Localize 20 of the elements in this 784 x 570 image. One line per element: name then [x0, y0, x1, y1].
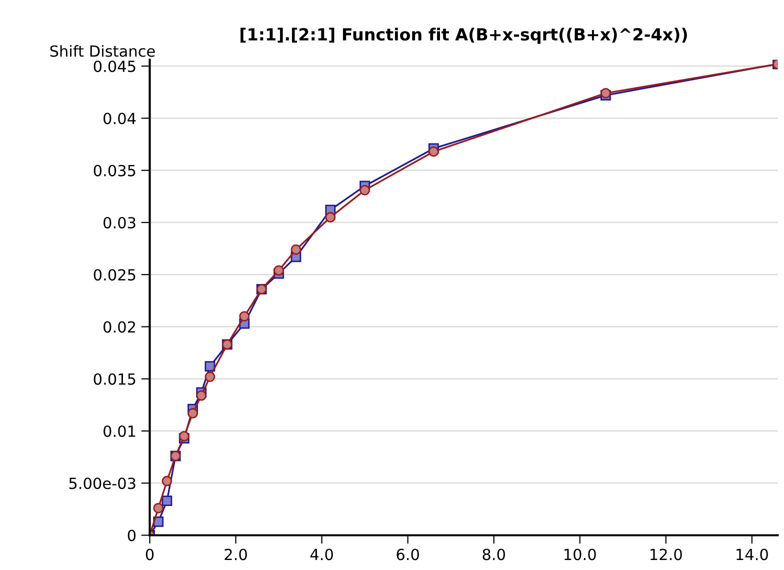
x-tick-label: 6.0 [396, 548, 419, 560]
y-axis-title: Shift Distance [50, 45, 155, 57]
y-tick-label: 0.03 [104, 216, 136, 228]
x-tick-label: 12.0 [650, 548, 682, 560]
x-tick-label: 14.0 [736, 548, 768, 560]
y-tick-label: 0.025 [94, 269, 136, 281]
x-tick-label: 0 [146, 548, 154, 560]
x-tick-label: 10.0 [564, 548, 596, 560]
y-tick-label: 0.02 [104, 321, 136, 333]
y-tick-label: 0.015 [94, 373, 136, 385]
chart-title: [1:1].[2:1] Function fit A(B+x-sqrt((B+x)^2-4x)) [240, 28, 687, 44]
x-tick-label: 2.0 [224, 548, 247, 560]
x-tick-label: 8.0 [482, 548, 505, 560]
y-tick-label: 0 [128, 530, 136, 542]
y-tick-label: 0.04 [104, 112, 136, 124]
y-tick-label: 0.035 [94, 164, 136, 176]
x-tick-label: 4.0 [310, 548, 333, 560]
y-tick-label: 5.00e-03 [69, 478, 136, 490]
y-tick-label: 0.01 [104, 425, 136, 437]
y-tick-label: 0.045 [94, 60, 136, 72]
